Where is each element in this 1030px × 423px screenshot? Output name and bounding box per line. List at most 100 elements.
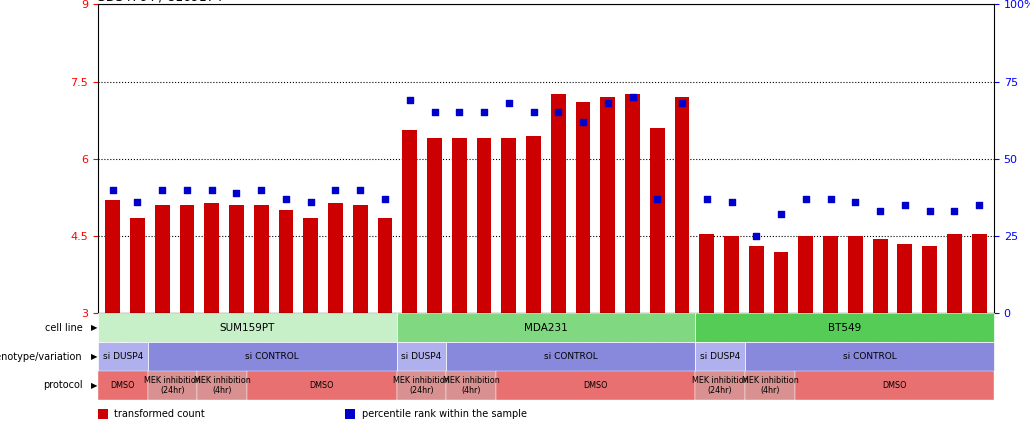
- Bar: [427, 138, 442, 313]
- Point: [947, 208, 963, 215]
- Bar: [551, 94, 565, 313]
- Bar: [971, 233, 987, 313]
- Bar: [477, 138, 491, 313]
- Point: [104, 187, 121, 193]
- Bar: [897, 244, 913, 313]
- Point: [922, 208, 938, 215]
- Bar: [922, 247, 937, 313]
- Text: DMSO: DMSO: [882, 381, 906, 390]
- Text: DMSO: DMSO: [110, 381, 135, 390]
- Point: [352, 187, 369, 193]
- Point: [822, 196, 838, 203]
- Point: [278, 196, 295, 203]
- Point: [624, 93, 641, 100]
- Bar: [105, 200, 121, 313]
- Text: SUM159PT: SUM159PT: [219, 323, 275, 333]
- Point: [971, 202, 988, 209]
- Bar: [329, 203, 343, 313]
- Text: si CONTROL: si CONTROL: [843, 352, 896, 361]
- Point: [847, 199, 863, 206]
- Bar: [452, 138, 467, 313]
- Bar: [625, 94, 640, 313]
- Bar: [303, 218, 318, 313]
- Text: transformed count: transformed count: [114, 409, 205, 419]
- Point: [599, 100, 616, 107]
- Bar: [353, 205, 368, 313]
- Text: DMSO: DMSO: [583, 381, 608, 390]
- Text: ▶: ▶: [91, 352, 97, 361]
- Text: MEK inhibition
(24hr): MEK inhibition (24hr): [692, 376, 749, 395]
- Bar: [253, 205, 269, 313]
- Point: [772, 211, 789, 218]
- Point: [328, 187, 344, 193]
- Text: MEK inhibition
(4hr): MEK inhibition (4hr): [742, 376, 798, 395]
- Point: [550, 109, 566, 116]
- Point: [476, 109, 492, 116]
- Bar: [526, 136, 541, 313]
- Point: [253, 187, 270, 193]
- Text: MEK inhibition
(24hr): MEK inhibition (24hr): [393, 376, 450, 395]
- Bar: [823, 236, 838, 313]
- Point: [674, 100, 690, 107]
- Text: si DUSP4: si DUSP4: [402, 352, 442, 361]
- Point: [871, 208, 888, 215]
- Bar: [278, 210, 294, 313]
- Point: [698, 196, 715, 203]
- Bar: [229, 205, 244, 313]
- Text: si CONTROL: si CONTROL: [245, 352, 299, 361]
- Bar: [154, 205, 170, 313]
- Text: GDS4764 / 8169174: GDS4764 / 8169174: [96, 0, 222, 3]
- Point: [204, 187, 220, 193]
- Text: MDA231: MDA231: [524, 323, 568, 333]
- Text: MEK inhibition
(4hr): MEK inhibition (4hr): [443, 376, 500, 395]
- Point: [377, 196, 393, 203]
- Point: [426, 109, 443, 116]
- Bar: [872, 239, 888, 313]
- Point: [402, 97, 418, 104]
- Bar: [947, 233, 962, 313]
- Point: [153, 187, 170, 193]
- Bar: [699, 233, 714, 313]
- Bar: [204, 203, 219, 313]
- Point: [723, 199, 740, 206]
- Text: MEK inhibition
(24hr): MEK inhibition (24hr): [144, 376, 201, 395]
- Point: [748, 233, 764, 239]
- Bar: [774, 252, 789, 313]
- Bar: [378, 218, 392, 313]
- Text: protocol: protocol: [43, 380, 82, 390]
- Bar: [600, 97, 615, 313]
- Bar: [576, 102, 590, 313]
- Bar: [749, 247, 763, 313]
- Text: ▶: ▶: [91, 323, 97, 332]
- Point: [797, 196, 814, 203]
- Text: cell line: cell line: [44, 323, 82, 333]
- Bar: [798, 236, 814, 313]
- Point: [229, 190, 245, 196]
- Bar: [724, 236, 739, 313]
- Bar: [675, 97, 689, 313]
- Point: [501, 100, 517, 107]
- Text: si DUSP4: si DUSP4: [103, 352, 143, 361]
- Bar: [130, 218, 145, 313]
- Text: si DUSP4: si DUSP4: [700, 352, 741, 361]
- Bar: [403, 130, 417, 313]
- Point: [179, 187, 196, 193]
- Text: ▶: ▶: [91, 381, 97, 390]
- Text: DMSO: DMSO: [310, 381, 334, 390]
- Text: MEK inhibition
(4hr): MEK inhibition (4hr): [194, 376, 250, 395]
- Point: [525, 109, 542, 116]
- Point: [129, 199, 145, 206]
- Text: si CONTROL: si CONTROL: [544, 352, 597, 361]
- Bar: [848, 236, 863, 313]
- Point: [451, 109, 468, 116]
- Point: [649, 196, 665, 203]
- Text: percentile rank within the sample: percentile rank within the sample: [362, 409, 526, 419]
- Text: genotype/variation: genotype/variation: [0, 352, 82, 362]
- Point: [575, 118, 591, 125]
- Bar: [179, 205, 195, 313]
- Bar: [502, 138, 516, 313]
- Text: BT549: BT549: [828, 323, 861, 333]
- Point: [896, 202, 913, 209]
- Point: [303, 199, 319, 206]
- Bar: [650, 128, 664, 313]
